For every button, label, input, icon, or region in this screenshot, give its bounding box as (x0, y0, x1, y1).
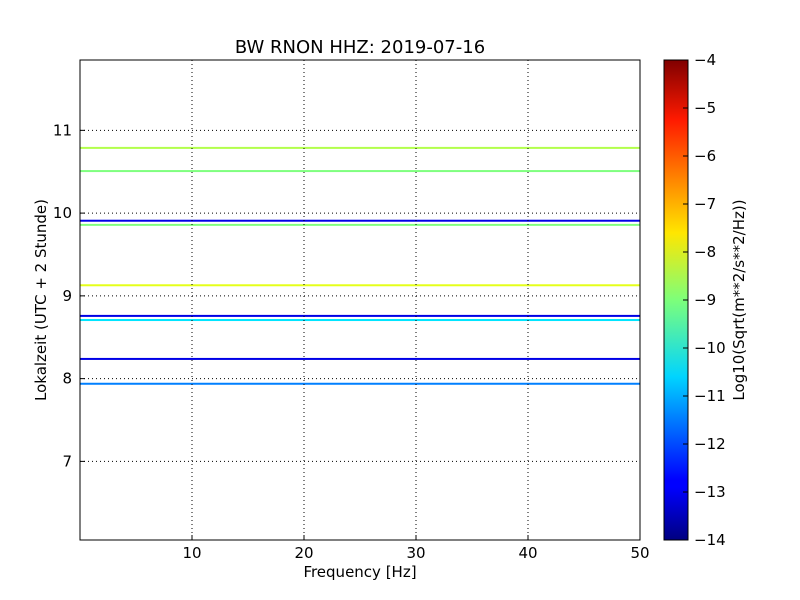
y-tick-label: 11 (53, 121, 72, 139)
x-tick-label: 50 (630, 544, 649, 562)
spectral-line (314, 378, 317, 540)
y-axis-label: Lokalzeit (UTC + 2 Stunde) (32, 199, 50, 401)
y-tick-label: 9 (62, 287, 72, 305)
colorbar-tick-label: −9 (694, 291, 716, 309)
x-axis: 10 20 30 40 50 (182, 535, 650, 562)
colorbar-label: Log10(Sqrt(m**2/s**2/Hz)) (730, 199, 748, 400)
colorbar: −4 −5 −6 −7 −8 −9 −10 −11 −12 −13 −14 Log10(Sqrt(m… (663, 51, 748, 549)
spectrogram-image (80, 146, 640, 540)
colorbar-tick-label: −6 (694, 147, 716, 165)
spectral-line (263, 378, 266, 540)
spectral-line (146, 378, 149, 540)
spectral-line (375, 378, 378, 540)
colorbar-ticks: −4 −5 −6 −7 −8 −9 −10 −11 −12 −13 −14 (683, 51, 726, 549)
colorbar-tick-label: −14 (694, 531, 726, 549)
x-tick-label: 30 (406, 544, 425, 562)
anomaly-row (80, 223, 640, 226)
anomaly-row (80, 170, 640, 173)
anomaly-row (80, 284, 640, 287)
x-tick-label: 40 (518, 544, 537, 562)
x-tick-label: 10 (182, 544, 201, 562)
spectral-line (359, 378, 361, 540)
x-axis-label: Frequency [Hz] (303, 563, 416, 581)
colorbar-tick-label: −12 (694, 435, 726, 453)
anomaly-row (80, 146, 640, 149)
y-tick-label: 8 (62, 370, 72, 388)
anomaly-row (80, 382, 640, 385)
grid-lines (80, 60, 640, 540)
colorbar-tick-label: −13 (694, 483, 726, 501)
x-tick-label: 20 (294, 544, 313, 562)
colorbar-tick-label: −5 (694, 99, 716, 117)
plot-frame (79, 59, 641, 541)
anomaly-row (80, 357, 640, 360)
anomaly-row (80, 314, 640, 317)
y-axis: 7 8 9 10 11 (53, 121, 85, 470)
y-tick-label: 10 (53, 204, 72, 222)
colorbar-tick-label: −8 (694, 243, 716, 261)
anomaly-row (80, 219, 640, 222)
colorbar-tick-label: −4 (694, 51, 716, 69)
chart-title: BW RNON HHZ: 2019-07-16 (235, 37, 485, 58)
colorbar-tick-label: −10 (694, 339, 726, 357)
anomaly-row (80, 319, 640, 322)
plot-area (79, 59, 641, 541)
colorbar-tick-label: −7 (694, 195, 716, 213)
y-tick-label: 7 (62, 452, 72, 470)
colorbar-tick-label: −11 (694, 387, 726, 405)
